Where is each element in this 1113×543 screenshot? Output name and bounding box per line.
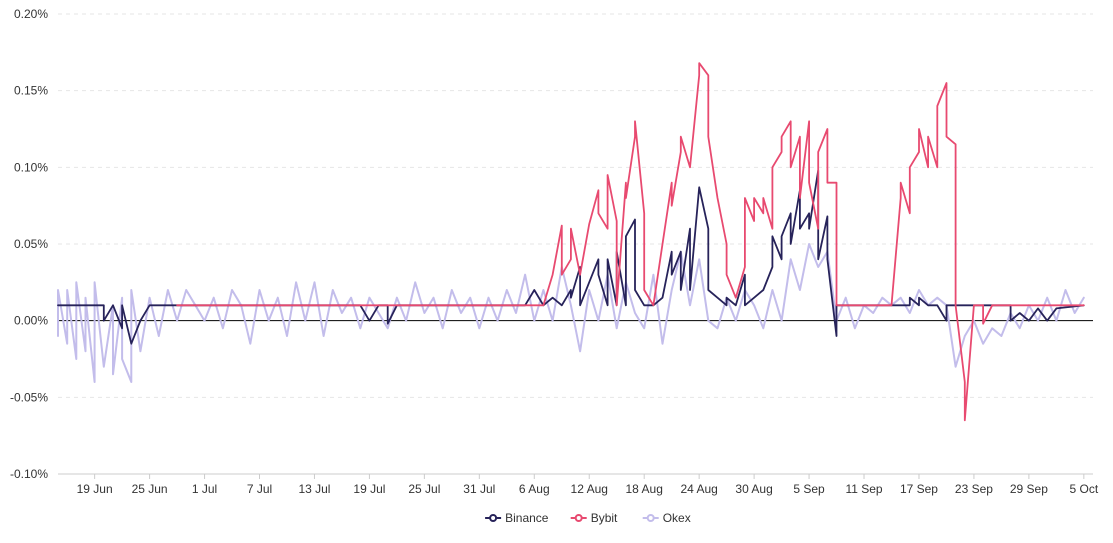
legend-item-okex[interactable]: Okex <box>642 511 691 525</box>
series-lines <box>57 62 1085 422</box>
y-tick-label: 0.20% <box>14 7 48 21</box>
x-tick-label: 1 Jul <box>192 482 217 496</box>
y-tick-label: 0.05% <box>14 237 48 251</box>
x-tick-label: 17 Sep <box>900 482 938 496</box>
x-tick-label: 23 Sep <box>955 482 993 496</box>
legend-label: Bybit <box>591 511 618 525</box>
y-tick-label: -0.05% <box>10 390 48 404</box>
x-tick-label: 12 Aug <box>571 482 608 496</box>
x-tick-label: 19 Jun <box>77 482 113 496</box>
x-tick-label: 7 Jul <box>247 482 272 496</box>
legend-label: Binance <box>505 511 549 525</box>
series-line-okex <box>57 243 1085 383</box>
x-axis: 19 Jun 25 Jun 1 Jul 7 Jul 13 Jul 19 Jul 25 Jul… <box>58 473 1099 496</box>
x-tick-label: 25 Jul <box>408 482 440 496</box>
x-tick-label: 18 Aug <box>626 482 663 496</box>
x-tick-label: 29 Sep <box>1010 482 1048 496</box>
x-tick-label: 5 Oct <box>1069 482 1098 496</box>
y-tick-label: -0.10% <box>10 467 48 481</box>
x-tick-label: 5 Sep <box>793 482 825 496</box>
legend-item-bybit[interactable]: Bybit <box>570 511 618 525</box>
x-tick-label: 11 Sep <box>845 482 882 496</box>
legend-marker <box>574 514 583 522</box>
x-tick-label: 19 Jul <box>353 482 385 496</box>
y-axis-tick-labels: -0.10% -0.05% 0.00% 0.05% 0.10% 0.15% 0.20% <box>10 7 48 481</box>
legend-marker <box>489 514 498 522</box>
grid-lines <box>58 13 1093 475</box>
legend-item-binance[interactable]: Binance <box>485 511 549 525</box>
x-tick-label: 6 Aug <box>519 482 550 496</box>
y-tick-label: 0.10% <box>14 160 48 174</box>
y-tick-label: 0.00% <box>14 314 48 328</box>
x-tick-label: 25 Jun <box>132 482 168 496</box>
y-tick-label: 0.15% <box>14 84 48 98</box>
legend-marker <box>646 514 655 522</box>
legend-label: Okex <box>663 511 691 525</box>
x-tick-label: 30 Aug <box>735 482 772 496</box>
legend[interactable]: Binance Bybit Okex <box>485 511 691 525</box>
x-tick-label: 24 Aug <box>680 482 717 496</box>
x-tick-label: 31 Jul <box>463 482 495 496</box>
series-line-bybit <box>176 62 1085 422</box>
x-tick-label: 13 Jul <box>298 482 330 496</box>
